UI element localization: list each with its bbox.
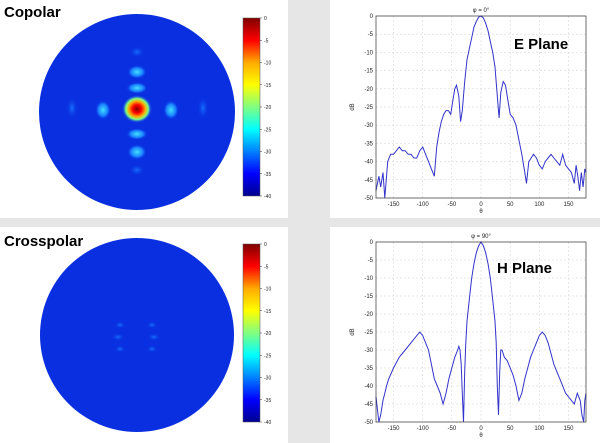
y-tick-label: -15 [364, 69, 373, 75]
pattern-curve [375, 15, 587, 199]
x-tick-label: -100 [417, 426, 430, 432]
x-tick-label: 150 [563, 426, 574, 432]
y-tick-label: -35 [364, 141, 373, 147]
x-tick-label: -150 [387, 426, 400, 432]
x-tick-label: -50 [447, 426, 456, 432]
y-tick-label: -35 [364, 366, 373, 372]
copolar-heatmap [39, 14, 235, 210]
colorbar-tick-label: -10 [264, 61, 271, 67]
colorbar-tick-label: -15 [264, 309, 271, 315]
y-tick-label: -30 [364, 348, 373, 354]
x-tick-label: 0 [479, 426, 483, 432]
copolar-lobe [127, 144, 147, 160]
crosspolar-title: Crosspolar [4, 233, 84, 250]
colorbar-tick-label: -35 [264, 172, 271, 178]
colorbar-tick-label: -20 [264, 331, 271, 337]
x-tick-label: -50 [447, 202, 456, 208]
copolar-title: Copolar [4, 4, 61, 21]
x-tick-label: -100 [417, 202, 430, 208]
colorbar-tick-label: -10 [264, 287, 271, 293]
y-tick-label: -20 [364, 312, 373, 318]
y-axis-label: dB [350, 103, 356, 110]
x-axis-label: θ [479, 209, 483, 215]
x-tick-label: 50 [507, 426, 514, 432]
y-tick-label: -50 [364, 420, 373, 426]
copolar-lobe [127, 65, 147, 79]
e-plane-label: E Plane [514, 36, 569, 53]
copolar-main-beam [122, 95, 152, 123]
x-tick-label: 100 [534, 426, 545, 432]
x-tick-label: 150 [563, 202, 574, 208]
e-plane-chart: -150 -100 -50 0 50 100 150 0 -5 -10 -15 -20 -25 -30 -3… [350, 8, 587, 215]
colorbar-tick-label: -35 [264, 398, 271, 404]
y-axis-label: dB [350, 328, 356, 335]
y-tick-label: 0 [370, 14, 374, 20]
y-tick-label: -30 [364, 123, 373, 129]
y-tick-label: -40 [364, 384, 373, 390]
crosspolar-disc [40, 238, 234, 432]
y-tick-label: -50 [364, 196, 373, 202]
colorbar-tick-label: 0 [264, 16, 267, 22]
y-tick-label: 0 [370, 240, 374, 246]
x-axis-label: θ [479, 433, 483, 439]
x-tick-label: -150 [387, 202, 400, 208]
y-tick-label: -5 [368, 32, 374, 38]
crosspolar-lobe [147, 333, 161, 341]
y-tick-label: -25 [364, 105, 373, 111]
colorbar-gradient [242, 17, 261, 197]
crosspolar-heatmap [40, 238, 234, 432]
colorbar-tick-label: -25 [264, 127, 271, 133]
copolar-lobe [129, 46, 145, 58]
copolar-lobe [95, 100, 111, 120]
x-tick-label: 100 [534, 202, 545, 208]
y-tick-label: -45 [364, 402, 373, 408]
copolar-lobe [197, 96, 209, 120]
crosspolar-lobe [146, 345, 158, 353]
h-plane-label: H Plane [497, 260, 553, 277]
crosspolar-lobe [114, 345, 126, 353]
x-tick-label: 0 [479, 202, 483, 208]
colorbar-tick-label: -40 [264, 420, 271, 426]
plot-frame [375, 241, 587, 423]
chart-title: φ = 90° [471, 234, 491, 240]
y-tick-label: -10 [364, 50, 373, 56]
y-tick-label: -25 [364, 330, 373, 336]
colorbar-tick-label: -40 [264, 194, 271, 200]
y-tick-label: -10 [364, 276, 373, 282]
y-tick-label: -45 [364, 178, 373, 184]
colorbar-gradient [242, 243, 261, 423]
plot-frame [375, 15, 587, 199]
crosspolar-colorbar: 0 -5 -10 -15 -20 -25 -30 -35 -40 [242, 242, 271, 426]
copolar-lobe [66, 96, 78, 120]
copolar-colorbar: 0 -5 -10 -15 -20 -25 -30 -35 -40 [242, 16, 271, 200]
colorbar-tick-label: -25 [264, 353, 271, 359]
pattern-curve [375, 241, 587, 423]
chart-title: φ = 0° [473, 8, 490, 14]
y-tick-label: -15 [364, 294, 373, 300]
copolar-lobe [126, 82, 148, 94]
crosspolar-lobe [111, 333, 125, 341]
y-tick-label: -20 [364, 87, 373, 93]
colorbar-tick-label: -15 [264, 83, 271, 89]
crosspolar-lobe [146, 321, 158, 329]
crosspolar-lobe [114, 321, 126, 329]
copolar-lobe [163, 100, 179, 120]
colorbar-tick-label: -5 [264, 38, 269, 44]
y-tick-label: -5 [368, 258, 374, 264]
copolar-lobe [126, 128, 148, 140]
x-tick-label: 50 [507, 202, 514, 208]
colorbar-tick-label: 0 [264, 242, 267, 248]
panel-separator-horizontal [0, 218, 600, 227]
copolar-lobe [129, 164, 145, 176]
h-plane-chart: -150 -100 -50 0 50 100 150 0 -5 -10 -15 -20 -25 -30 -3… [350, 234, 587, 439]
colorbar-tick-label: -30 [264, 376, 271, 382]
colorbar-tick-label: -30 [264, 150, 271, 156]
y-tick-label: -40 [364, 160, 373, 166]
colorbar-tick-label: -20 [264, 105, 271, 111]
colorbar-tick-label: -5 [264, 264, 269, 270]
